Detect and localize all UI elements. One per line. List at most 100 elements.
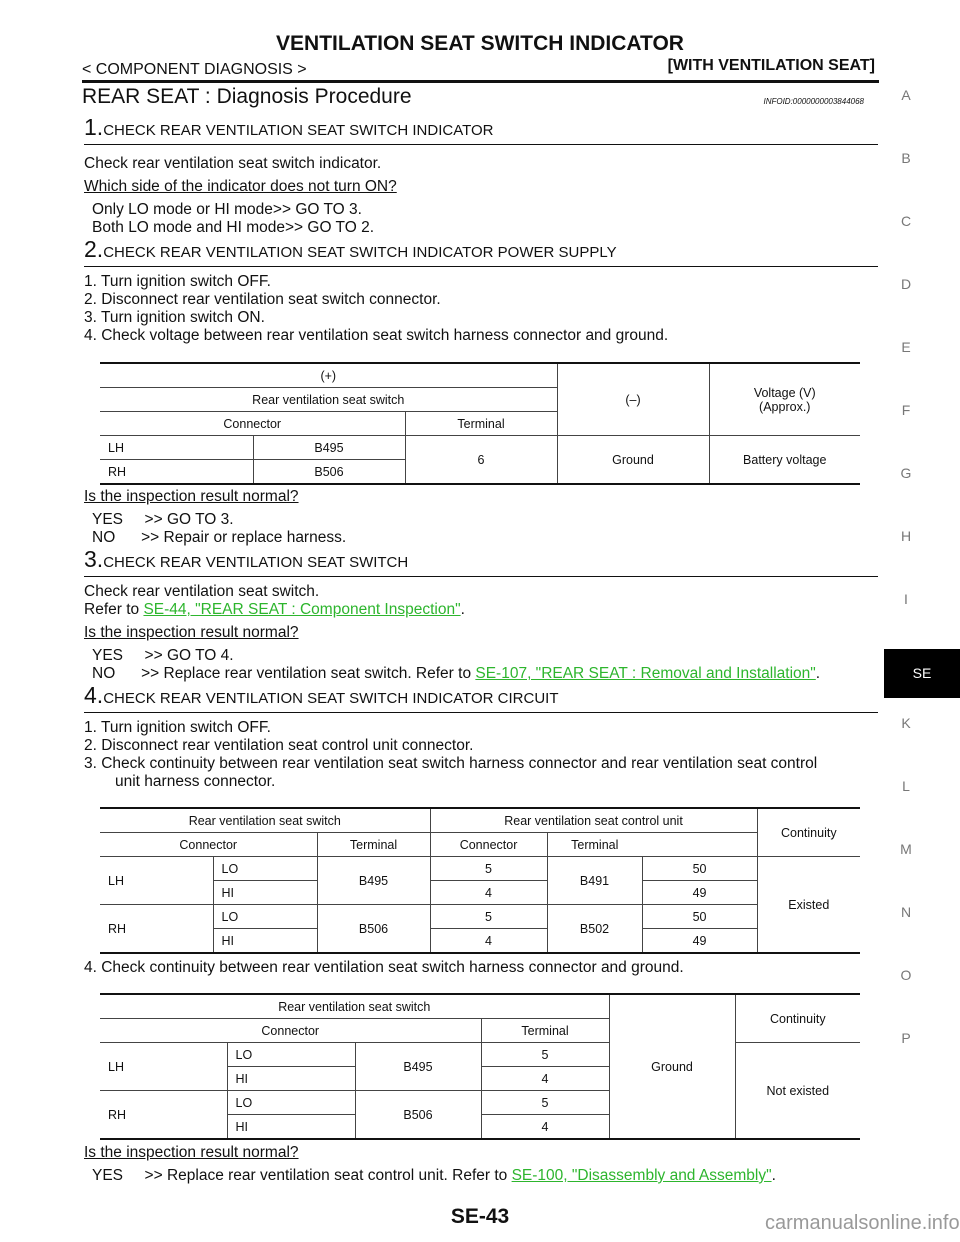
section-tab-g[interactable]: G [900,465,912,481]
voltage-table: (+) (–) Voltage (V) (Approx.) Rear ventila… [100,362,860,485]
cell: Connector [100,832,318,857]
answer: YES >> Replace rear ventilation seat con… [92,1167,776,1184]
section-tab-l[interactable]: L [902,778,910,794]
cell: 5 [429,904,548,929]
step-title: CHECK REAR VENTILATION SEAT SWITCH INDIC… [103,244,617,261]
section-tab-c[interactable]: C [900,213,912,229]
section-tab-a[interactable]: A [901,87,911,103]
cell: 4 [480,1066,610,1091]
cell: HI [213,880,318,905]
step-4-heading: 4.CHECK REAR VENTILATION SEAT SWITCH IND… [84,682,878,713]
answer: Only LO mode or HI mode>> GO TO 3. [92,201,362,218]
cell: LH [100,1042,228,1091]
list-item: 1. Turn ignition switch OFF. [84,273,271,290]
step-number: 1. [84,114,104,140]
cell: 49 [641,928,758,954]
answer: YES >> GO TO 4. [92,647,234,664]
cell: Connector [100,411,406,436]
section-tab-k[interactable]: K [901,715,911,731]
cell: Terminal [546,832,643,857]
cell: RH [100,459,254,485]
cell: (–) [556,362,710,436]
component-inspection-link[interactable]: SE-44, "REAR SEAT : Component Inspection… [143,601,461,618]
step-title: CHECK REAR VENTILATION SEAT SWITCH INDIC… [103,690,559,707]
cell: Terminal [480,1018,610,1043]
cell: B495 [252,435,406,460]
cell: B491 [546,856,643,905]
category-label: < COMPONENT DIAGNOSIS > [82,61,307,78]
section-tab-e[interactable]: E [901,339,911,355]
cell: HI [227,1066,356,1091]
cell: Rear ventilation seat switch [100,807,431,833]
cell: 50 [641,856,758,881]
cell: HI [227,1114,356,1140]
cell: RH [100,904,214,954]
cell: 50 [641,904,758,929]
step-2-heading: 2.CHECK REAR VENTILATION SEAT SWITCH IND… [84,236,878,267]
cell: B506 [252,459,405,485]
info-id: INFOID:0000000003844068 [763,97,864,106]
cell: Ground [608,993,736,1140]
page-title: VENTILATION SEAT SWITCH INDICATOR [276,32,684,55]
section-tab-i[interactable]: I [904,591,908,607]
variant-label: [WITH VENTILATION SEAT] [667,57,875,74]
removal-installation-link[interactable]: SE-107, "REAR SEAT : Removal and Install… [475,665,816,682]
cell: Rear ventilation seat switch [100,387,557,412]
cell: Voltage (V) (Approx.) [708,362,860,436]
list-item: 3. Check continuity between rear ventila… [84,755,818,772]
question: Which side of the indicator does not tur… [84,178,397,195]
cell: Rear ventilation seat control unit [429,807,758,833]
section-title: REAR SEAT : Diagnosis Procedure [82,85,412,108]
list-item: 1. Turn ignition switch OFF. [84,719,271,736]
step-3-heading: 3.CHECK REAR VENTILATION SEAT SWITCH [84,546,878,577]
list-item: unit harness connector. [115,773,276,790]
page-number: SE-43 [450,1205,510,1228]
cell: LO [226,1090,356,1115]
step-number: 4. [84,682,104,708]
step-title: CHECK REAR VENTILATION SEAT SWITCH INDIC… [103,122,494,139]
cell: B502 [546,904,643,954]
step-number: 2. [84,236,104,262]
list-item: 4. Check continuity between rear ventila… [84,959,684,976]
cell: 5 [480,1042,610,1067]
section-tab-o[interactable]: O [900,967,912,983]
cell: 4 [480,1114,610,1140]
cell: 5 [429,856,548,881]
section-tab-se[interactable]: SE [884,649,960,698]
section-tab-d[interactable]: D [900,276,912,292]
section-tab-p[interactable]: P [901,1030,911,1046]
list-item: 2. Disconnect rear ventilation seat swit… [84,291,441,308]
refer-line: Refer to SE-44, "REAR SEAT : Component I… [84,601,465,618]
cell: B495 [316,856,431,905]
step-text: Check rear ventilation seat switch indic… [84,155,382,172]
section-tab-b[interactable]: B [901,150,911,166]
step-number: 3. [84,546,104,572]
section-tab-n[interactable]: N [900,904,912,920]
cell: Existed [756,856,861,954]
cell: Battery voltage [708,435,860,485]
section-tab-f[interactable]: F [901,402,911,418]
answer: YES >> GO TO 3. [92,511,234,528]
list-item: 4. Check voltage between rear ventilatio… [84,327,669,344]
cell: RH [100,1090,228,1140]
cell: Connector [100,1018,482,1043]
cell: LH [100,856,214,905]
cell: Continuity [734,993,861,1043]
step-1-heading: 1.CHECK REAR VENTILATION SEAT SWITCH IND… [84,114,878,145]
cell: 49 [641,880,758,905]
answer-text: NO >> Replace rear ventilation seat swit… [92,665,476,682]
section-tab-h[interactable]: H [900,528,912,544]
list-item: 2. Disconnect rear ventilation seat cont… [84,737,474,754]
answer: NO >> Replace rear ventilation seat swit… [92,665,821,682]
disassembly-assembly-link[interactable]: SE-100, "Disassembly and Assembly" [511,1167,772,1184]
cell: Terminal [404,411,557,436]
ground-continuity-table: Rear ventilation seat switch Ground Contin… [100,993,861,1140]
section-tab-m[interactable]: M [900,841,912,857]
cell: Connector [429,832,548,857]
cell: 6 [404,435,558,485]
cell: LO [212,904,318,929]
cell: (+) [100,362,558,388]
cell: B495 [354,1042,482,1091]
cell: B506 [354,1090,482,1140]
